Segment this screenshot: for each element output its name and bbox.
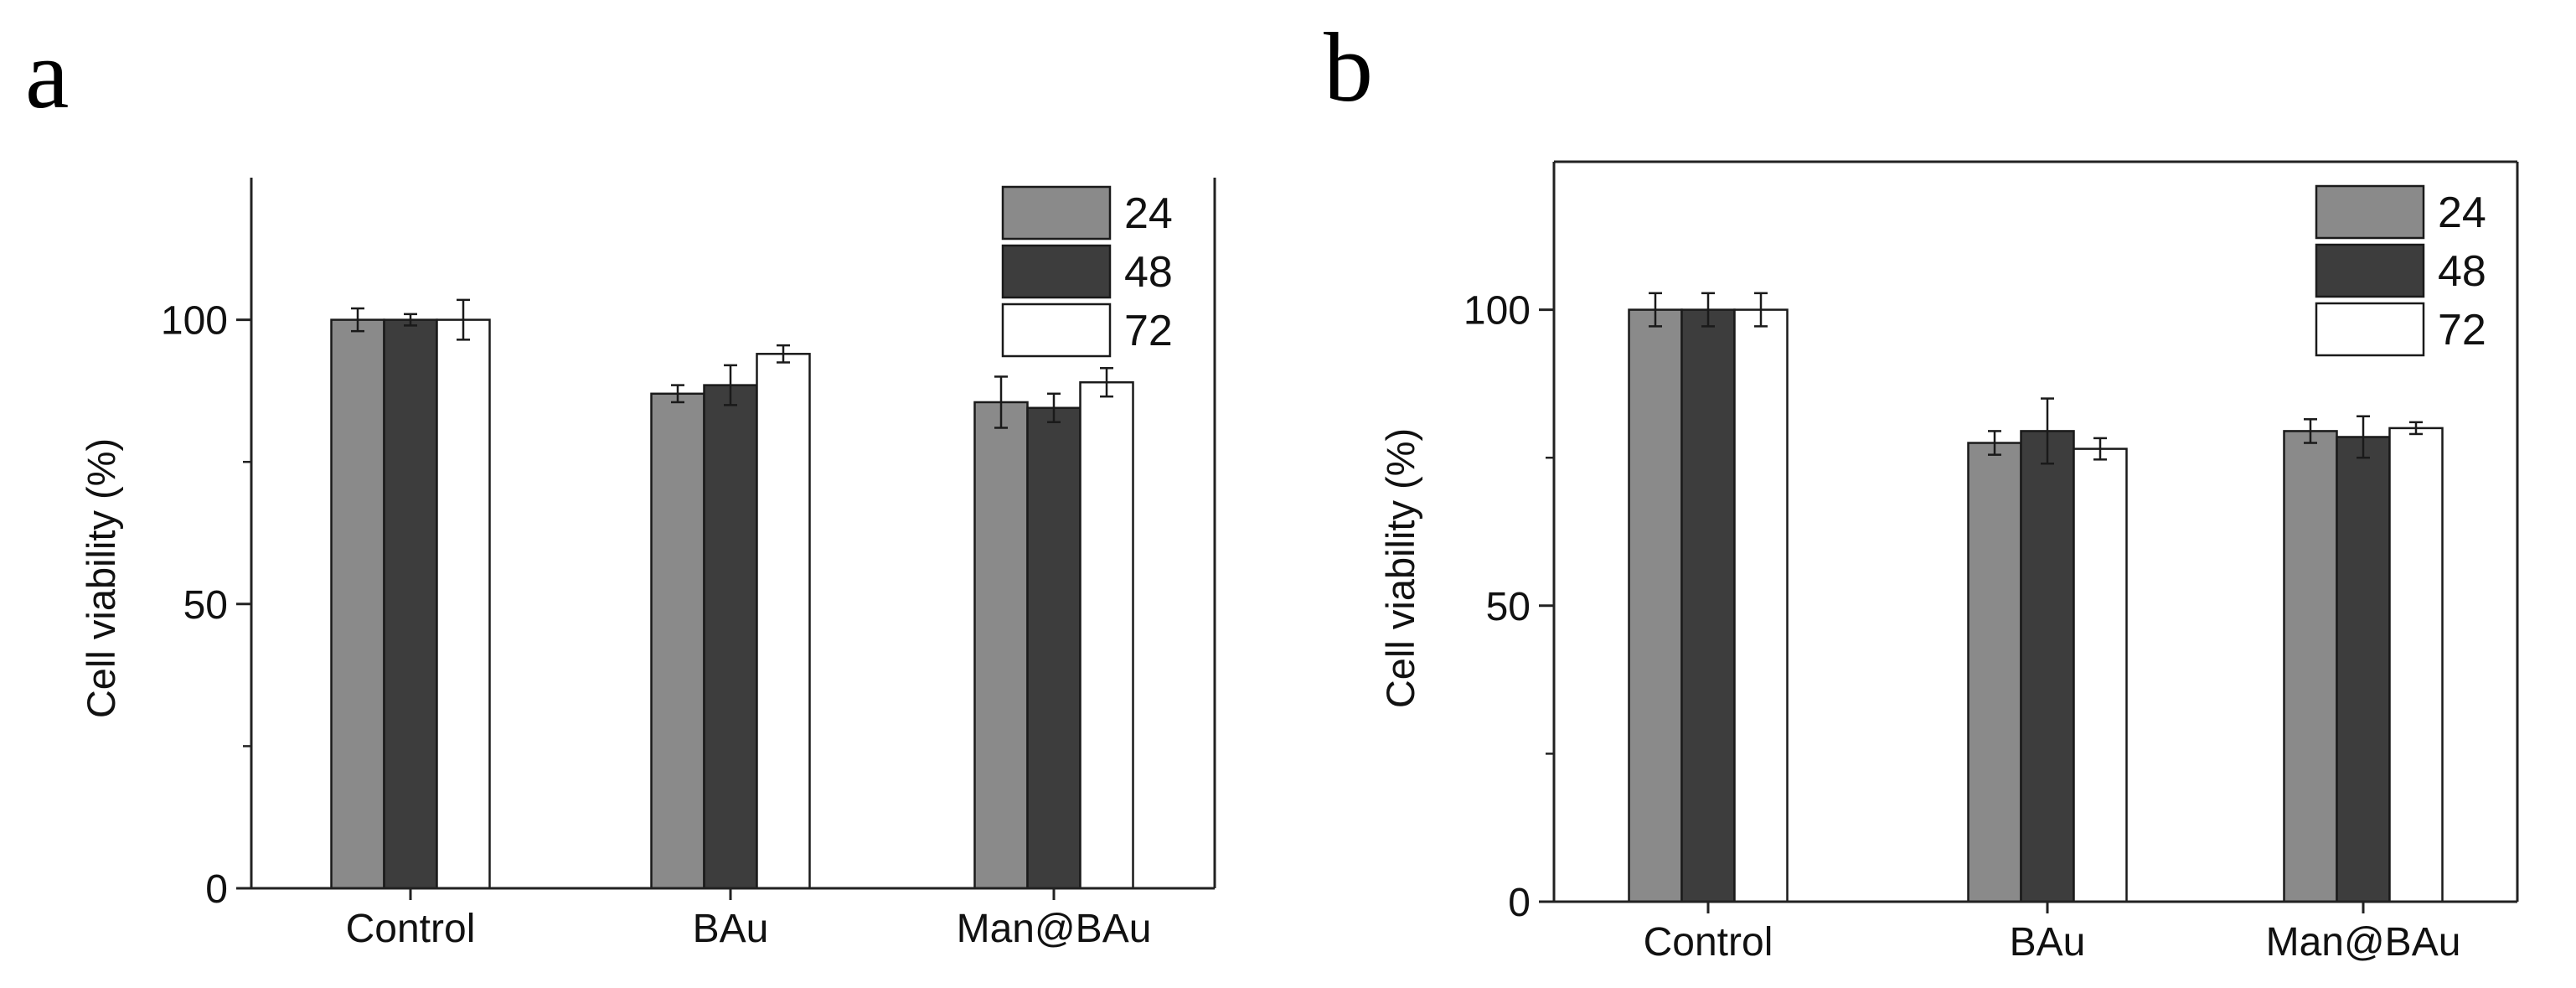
x-tick-label: Control <box>1644 920 1773 965</box>
y-axis-title: Cell viability (%) <box>1378 428 1422 708</box>
bar <box>756 353 811 890</box>
legend-label: 48 <box>2438 247 2486 296</box>
chart-panel-b: b 0 50 100 Control BAu Man@BAu Cell viability (… <box>1324 13 2519 965</box>
bar <box>2020 430 2075 903</box>
legend-swatch <box>2315 184 2425 240</box>
bar <box>2336 436 2391 903</box>
bar <box>1680 308 1736 903</box>
legend-label: 48 <box>1124 248 1173 297</box>
bar <box>2388 427 2444 903</box>
y-tick-label: 100 <box>1464 289 1531 334</box>
legend-swatch <box>1001 185 1112 241</box>
panel-letter: a <box>25 19 69 129</box>
x-tick-label: Control <box>346 907 476 951</box>
x-tick-label: BAu <box>693 907 769 951</box>
bar <box>383 318 438 890</box>
legend-label: 24 <box>2438 189 2486 237</box>
bar <box>1628 308 1683 903</box>
y-tick-label: 0 <box>205 867 228 912</box>
legend-swatch <box>2315 243 2425 298</box>
bar <box>650 392 705 890</box>
bar <box>436 318 491 890</box>
x-tick-label: Man@BAu <box>2266 920 2461 965</box>
legend-swatch <box>2315 302 2425 357</box>
bar <box>330 318 385 890</box>
y-axis-title: Cell viability (%) <box>79 438 123 718</box>
x-tick-label: BAu <box>2010 920 2086 965</box>
y-tick-label: 50 <box>183 583 228 628</box>
y-tick-label: 0 <box>1508 881 1531 925</box>
legend-label: 72 <box>2438 306 2486 354</box>
legend-label: 72 <box>1124 307 1173 355</box>
bar <box>973 401 1029 890</box>
bar <box>1079 380 1134 890</box>
bar <box>2283 430 2338 903</box>
bar <box>1967 442 2022 903</box>
legend-label: 24 <box>1124 189 1173 238</box>
bar <box>1026 406 1082 890</box>
x-tick-label: Man@BAu <box>957 907 1152 951</box>
bar <box>2073 447 2128 903</box>
bar <box>1733 308 1789 903</box>
bar <box>703 384 758 890</box>
y-tick-label: 100 <box>161 299 228 344</box>
legend-swatch <box>1001 303 1112 358</box>
legend-swatch <box>1001 244 1112 299</box>
y-tick-label: 50 <box>1486 585 1531 629</box>
chart-panel-a: a 0 50 100 Control BAu Man@BAu Cell viability (… <box>25 19 1216 951</box>
panel-letter: b <box>1324 13 1373 122</box>
